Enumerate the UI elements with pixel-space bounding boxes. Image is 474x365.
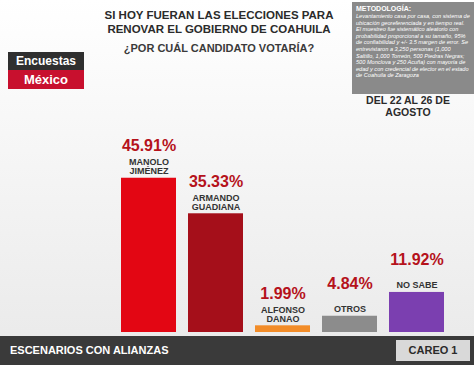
- html-text:¿POR CUÁL CANDIDATO VOTARÍA?: ¿POR CUÁL CANDIDATO VOTARÍA?: [123, 42, 315, 54]
- svg-text:11.92%: 11.92%: [390, 251, 443, 268]
- svg-text:4.84%: 4.84%: [327, 275, 372, 292]
- svg-text:NO SABE: NO SABE: [396, 280, 437, 290]
- html-text:CAREO 1: CAREO 1: [408, 344, 458, 356]
- svg-text:ARMANDOGUADIANA: ARMANDOGUADIANA: [192, 193, 241, 212]
- html-text:SI HOY FUERAN LAS ELECCIONES P: SI HOY FUERAN LAS ELECCIONES PARA RENOVA…: [104, 9, 334, 35]
- html-text:DEL 22 AL 26 DE AGOSTO: DEL 22 AL 26 DE AGOSTO: [366, 94, 450, 118]
- html-text:METODOLOGÍA:: METODOLOGÍA:: [356, 5, 412, 12]
- svg-text:1.99%: 1.99%: [260, 285, 305, 302]
- html-text:México: México: [24, 72, 68, 87]
- html-text:Encuestas: Encuestas: [16, 54, 76, 68]
- svg-text:45.91%: 45.91%: [122, 137, 176, 154]
- html-text:Levantamiento casa por casa, c: Levantamiento casa por casa, con sistema…: [356, 13, 470, 79]
- svg-text:MANOLOJIMÉNEZ: MANOLOJIMÉNEZ: [129, 157, 169, 176]
- svg-text:35.33%: 35.33%: [189, 173, 243, 190]
- html-text:ESCENARIOS CON ALIANZAS: ESCENARIOS CON ALIANZAS: [10, 344, 169, 356]
- svg-text:OTROS: OTROS: [334, 304, 366, 314]
- svg-text:ALFONSODANAO: ALFONSODANAO: [261, 305, 305, 324]
